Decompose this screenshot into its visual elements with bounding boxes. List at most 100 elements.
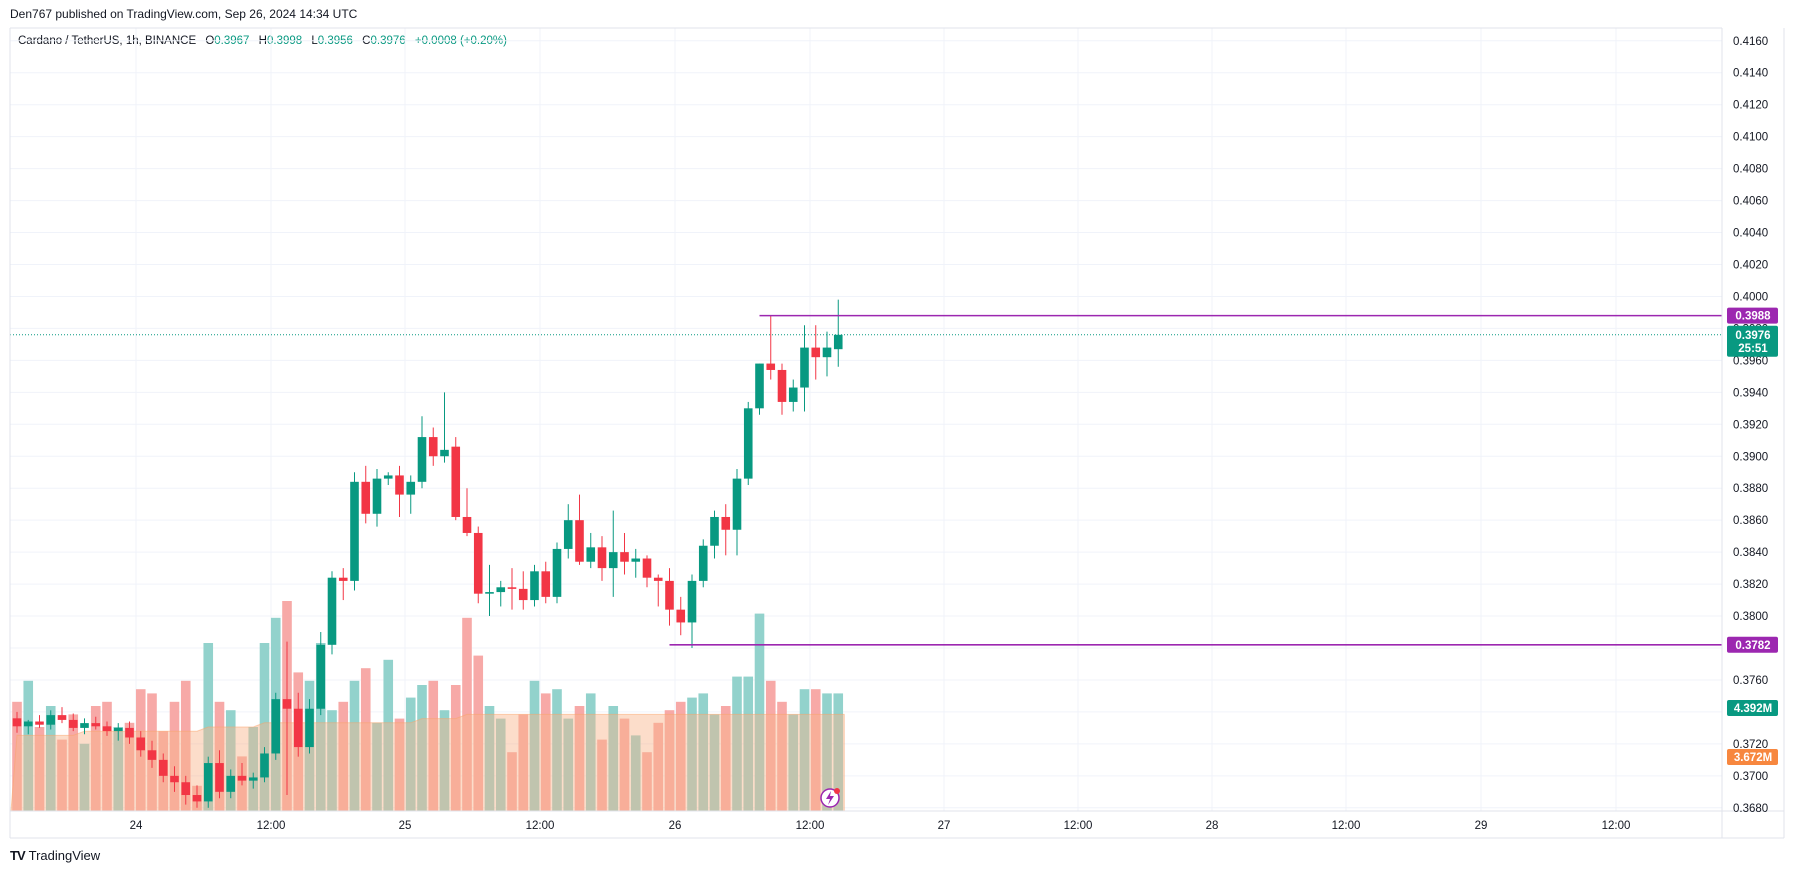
candle-body [822,347,832,358]
candle-body [395,475,404,495]
candle-body [248,777,258,781]
chart-frame [9,27,1785,839]
price-tick-label: 0.4040 [1733,228,1768,240]
candle-body [653,577,663,581]
candle-body [215,763,224,792]
volume-bar [248,727,259,811]
time-tick-label: 24 [130,820,143,832]
tradingview-logo-icon: TV [10,848,26,863]
volume-bar [675,701,686,811]
candle-body [316,644,326,709]
volume-bar [372,722,382,811]
candle-body [12,718,22,727]
candle-body [35,721,44,725]
volume-ma-badge [1727,749,1778,765]
volume-bar [12,701,22,811]
volume-bar [34,727,45,811]
candle-body [811,347,821,358]
candle-body [271,699,281,754]
volume-bar [563,718,574,811]
price-tick-label: 0.3860 [1733,515,1768,527]
candle-body [496,587,506,593]
volume-bar [507,752,517,811]
candle-body [462,516,472,533]
price-tick-label: 0.4140 [1733,68,1768,80]
candle-body [507,587,517,589]
candle-body [732,478,742,530]
price-tick-label: 0.3800 [1733,611,1768,623]
candle-body [125,727,134,738]
volume-bar [439,710,450,811]
price-tick-label: 0.4160 [1733,36,1768,48]
candle-body [350,481,359,581]
candle-body [158,759,168,776]
volume-bar [338,701,349,811]
price-tick-label: 0.3700 [1733,771,1768,783]
volume-bar [630,735,641,811]
price-tick-label: 0.3840 [1733,547,1768,559]
volume-bar [642,752,652,811]
candle-body [586,547,596,562]
time-tick-label: 28 [1206,820,1219,832]
volume-bar [450,685,461,811]
candle-body [282,699,292,709]
price-tick-label: 0.3960 [1733,355,1768,367]
candle-body [260,753,269,778]
candle-body [361,481,371,514]
current-price-label: 0.3976 [1735,330,1770,342]
price-tick-label: 0.3680 [1733,803,1768,815]
candle-body [451,446,461,517]
candlesticks [12,299,843,808]
time-tick-label: 12:00 [1064,820,1093,832]
volume-bar [45,706,56,811]
candle-body [226,775,236,792]
price-tick-label: 0.3820 [1733,579,1768,591]
volume-bar [833,693,844,811]
candle-body [642,558,652,578]
time-tick-label: 12:00 [796,820,825,832]
candle-body [338,577,348,581]
time-tick-label: 29 [1475,820,1488,832]
candle-body [620,552,629,562]
candle-body [530,571,539,601]
volume-bar [113,727,124,811]
volume-bar [518,714,529,811]
volume-bar [124,722,135,811]
published-caption: Den767 published on TradingView.com, Sep… [10,7,358,21]
candle-body [721,516,731,530]
candle-body [305,708,314,748]
volume-bar [169,701,180,811]
volume-bar [810,689,821,811]
candle-body [91,723,101,727]
time-tick-label: 12:00 [1602,820,1631,832]
volume-bar [720,706,731,811]
chart-grid [10,28,1722,811]
time-tick-label: 12:00 [526,820,555,832]
volume-bar [180,680,191,811]
candle-body [698,545,708,581]
volume-bar [552,689,562,811]
volume-bar [709,714,720,811]
candle-body [147,750,157,760]
candle-body [518,588,528,601]
volume-bar [743,676,754,811]
volume-badge [1727,700,1778,716]
volume-bar [574,706,585,811]
candle-body [563,520,573,549]
candle-body [102,726,112,732]
volume-bar [225,710,236,811]
volume-bar [327,710,337,811]
candle-body [237,775,247,781]
candle-body [833,334,843,350]
candle-body [597,547,607,569]
volume-bar [585,693,596,811]
candle-body [192,795,202,802]
tradingview-footer[interactable]: TV TradingView [10,848,100,863]
candle-body [293,708,303,748]
volume-bar [822,693,832,811]
candle-body [203,763,213,802]
candle-body [676,609,686,623]
level-badge-label: 0.3988 [1735,311,1771,323]
